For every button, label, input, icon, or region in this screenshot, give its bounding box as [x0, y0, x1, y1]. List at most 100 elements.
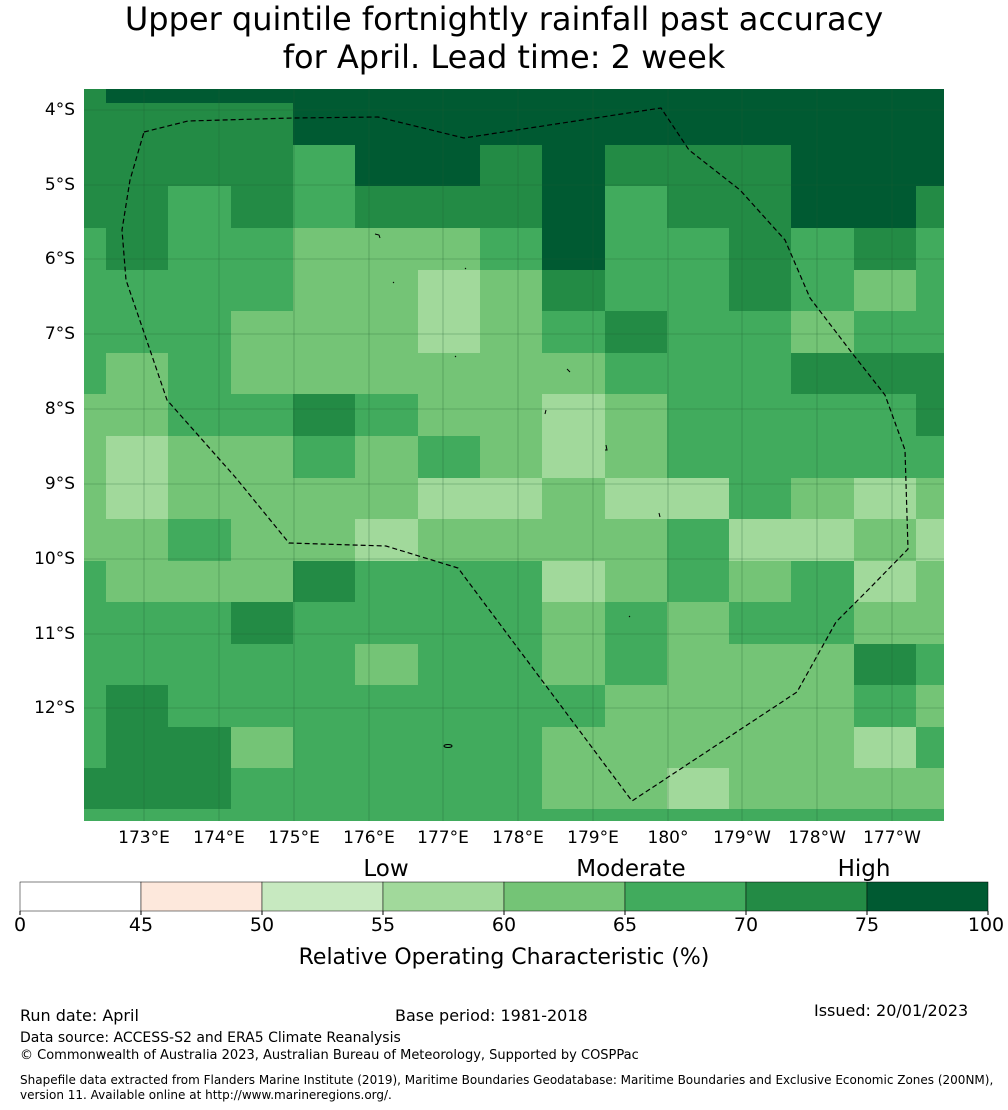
roc-grid-cell — [293, 145, 355, 186]
roc-grid-cell — [480, 685, 542, 727]
colorbar-title: Relative Operating Characteristic (%) — [298, 945, 710, 970]
roc-grid-cell — [605, 561, 667, 602]
lon-label-176e: 176°E — [343, 828, 395, 848]
roc-grid-cell — [168, 478, 231, 519]
roc-grid-cell — [667, 685, 729, 727]
shapefile-credit-line-2: version 11. Available online at http://w… — [20, 1088, 392, 1102]
roc-grid-cell — [355, 228, 418, 270]
roc-grid-cell — [854, 685, 916, 727]
roc-grid-cell — [605, 478, 667, 519]
roc-grid-cell — [480, 478, 542, 519]
roc-grid-cell — [84, 727, 106, 768]
roc-grid-cell — [480, 89, 542, 103]
roc-grid-cell — [231, 103, 293, 145]
roc-grid-cell — [293, 561, 355, 602]
roc-grid-cell — [916, 519, 944, 561]
roc-grid-cell — [667, 561, 729, 602]
base-period: Base period: 1981-2018 — [395, 1006, 588, 1025]
roc-grid-cell — [168, 561, 231, 602]
roc-grid-cell — [605, 311, 667, 353]
roc-grid-cell — [84, 519, 106, 561]
eez-boundary-line — [121, 107, 909, 802]
map-gridlines — [84, 89, 944, 821]
roc-grid-cell — [542, 394, 605, 436]
roc-grid-cell — [293, 103, 355, 145]
roc-grid-cell — [84, 644, 106, 685]
roc-grid-cell — [355, 186, 418, 228]
roc-grid-cell — [605, 228, 667, 270]
roc-grid-cell — [542, 685, 605, 727]
roc-grid-cell — [729, 270, 791, 311]
roc-grid-cell — [293, 602, 355, 644]
roc-grid-cell — [355, 478, 418, 519]
roc-grid-cell — [854, 270, 916, 311]
roc-grid-cell — [231, 602, 293, 644]
roc-grid-cell — [293, 727, 355, 768]
lon-label-179e: 179°E — [567, 828, 619, 848]
roc-grid-cell — [854, 353, 916, 394]
roc-grid-cell — [667, 228, 729, 270]
category-moderate: Moderate — [576, 856, 686, 882]
roc-grid-cell — [729, 89, 791, 103]
roc-grid-cell — [791, 228, 854, 270]
roc-grid-cell — [729, 228, 791, 270]
copyright: © Commonwealth of Australia 2023, Austra… — [20, 1048, 639, 1063]
roc-grid-cell — [168, 228, 231, 270]
colorbar-tick: 65 — [612, 914, 638, 936]
roc-grid-cell — [418, 103, 480, 145]
roc-grid-cell — [729, 353, 791, 394]
roc-grid-cell — [293, 270, 355, 311]
roc-grid-cell — [293, 685, 355, 727]
roc-grid-cell — [84, 768, 106, 809]
roc-grid-cell — [106, 228, 168, 270]
colorbar-segment — [745, 881, 868, 912]
roc-grid-cell — [854, 186, 916, 228]
roc-grid-cell — [542, 186, 605, 228]
roc-grid-cell — [667, 644, 729, 685]
roc-grid-cell — [667, 145, 729, 186]
roc-grid-cell — [231, 228, 293, 270]
roc-grid-cell — [791, 89, 854, 103]
roc-grid-cell — [84, 89, 106, 103]
roc-grid-cell — [729, 436, 791, 478]
roc-grid-cell — [667, 103, 729, 145]
roc-grid-cell — [542, 602, 605, 644]
roc-grid-cell — [667, 519, 729, 561]
roc-grid-cell — [84, 228, 106, 270]
roc-grid-cell — [605, 186, 667, 228]
roc-grid-cell — [355, 436, 418, 478]
lon-label-175e: 175°E — [268, 828, 320, 848]
colorbar-tick: 70 — [733, 914, 759, 936]
roc-grid-cell — [916, 685, 944, 727]
roc-grid-cell — [418, 228, 480, 270]
roc-grid-cell — [854, 602, 916, 644]
roc-grid-cell — [729, 727, 791, 768]
roc-grid-cell — [480, 145, 542, 186]
lon-label-179w: 179°W — [713, 828, 771, 848]
roc-grid-cell — [84, 436, 106, 478]
roc-grid-cell — [168, 436, 231, 478]
roc-grid-cell — [480, 186, 542, 228]
roc-grid-cell — [84, 561, 106, 602]
roc-grid-cell — [605, 353, 667, 394]
lat-label-9s: 9°S — [44, 474, 75, 494]
roc-grid-cell — [418, 768, 480, 809]
roc-grid-cell — [231, 145, 293, 186]
roc-grid-cell — [418, 394, 480, 436]
roc-grid-cell — [729, 394, 791, 436]
roc-grid-cell — [106, 685, 168, 727]
roc-grid-cell — [293, 768, 355, 809]
roc-grid-cell — [542, 311, 605, 353]
roc-grid-cell — [293, 394, 355, 436]
roc-grid-cell — [355, 685, 418, 727]
roc-grid-cell — [418, 561, 480, 602]
roc-grid-cell — [791, 727, 854, 768]
roc-grid-cell — [168, 727, 231, 768]
roc-grid-cell — [729, 311, 791, 353]
roc-grid-cell — [480, 353, 542, 394]
roc-grid-cell — [168, 186, 231, 228]
roc-grid-cell — [667, 436, 729, 478]
roc-grid-cell — [729, 561, 791, 602]
roc-grid-cell — [418, 478, 480, 519]
roc-grid-cell — [605, 519, 667, 561]
